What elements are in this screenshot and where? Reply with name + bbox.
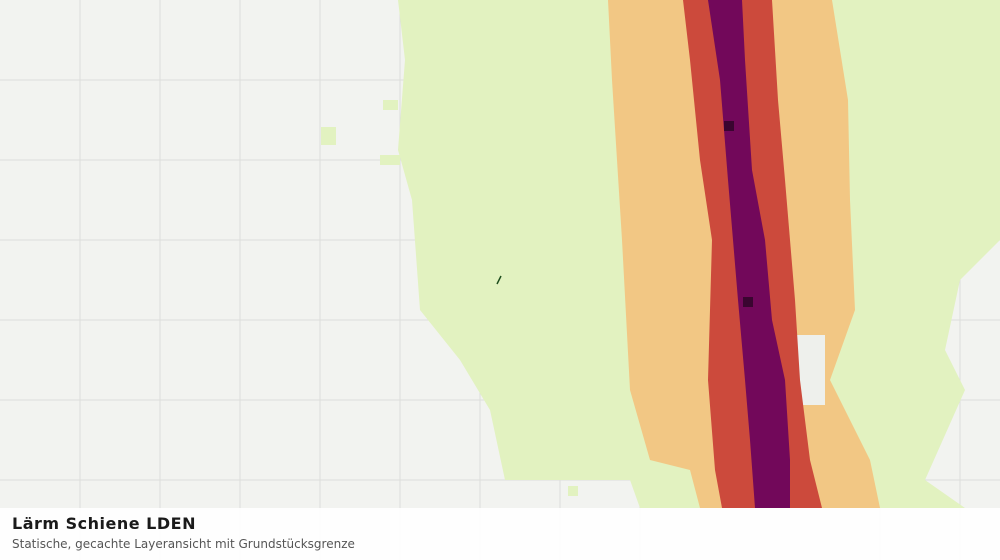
noise-patch: [383, 100, 398, 110]
noise-peak: [743, 297, 753, 307]
panel-title: Lärm Schiene LDEN: [12, 514, 196, 533]
noise-patch: [321, 127, 336, 145]
panel-subtitle: Statische, gecachte Layeransicht mit Gru…: [12, 537, 355, 551]
noise-patch: [380, 155, 400, 165]
noise-layer: [321, 0, 1000, 508]
parcel-marker: [496, 275, 502, 285]
info-panel: [0, 508, 1000, 560]
noise-peak: [724, 121, 734, 131]
noise-patch: [568, 486, 578, 496]
